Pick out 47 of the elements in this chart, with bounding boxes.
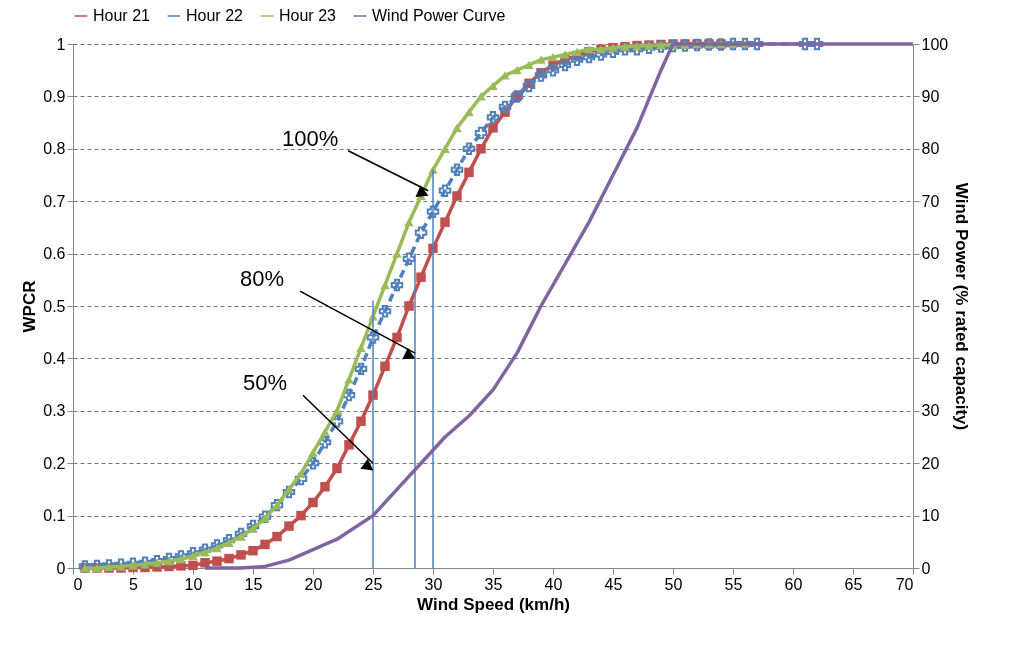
- y2-tick-label: 30: [921, 402, 940, 420]
- y2-tick-label: 80: [921, 140, 940, 158]
- x-tick-label: 20: [304, 575, 323, 593]
- x-tick-label: 60: [784, 575, 803, 593]
- annotation: 50%: [242, 370, 288, 396]
- x-tick-label: 65: [844, 575, 863, 593]
- y2-tick-label: 70: [921, 192, 940, 210]
- y2-tick-label: 20: [921, 454, 940, 472]
- y-tick-label: 1: [56, 35, 66, 53]
- y2-tick-label: 60: [921, 245, 940, 263]
- legend-label: Wind Power Curve: [372, 7, 506, 24]
- annotation: 100%: [282, 125, 339, 151]
- x-tick-label: 50: [664, 575, 683, 593]
- y-tick-label: 0: [56, 559, 66, 577]
- legend-label: Hour 22: [186, 7, 244, 24]
- y-tick-label: 0.5: [43, 297, 66, 315]
- x-axis-title: Wind Speed (km/h): [417, 594, 570, 614]
- y-tick-label: 0.7: [43, 192, 66, 210]
- legend-label: Hour 23: [279, 7, 337, 24]
- x-tick-label: 15: [244, 575, 263, 593]
- x-tick-label: 25: [364, 575, 383, 593]
- x-tick-label: 5: [129, 575, 139, 593]
- y-tick-label: 0.2: [43, 454, 66, 472]
- y-tick-label: 0.4: [43, 349, 66, 367]
- y-tick-label: 0.6: [43, 245, 66, 263]
- x-tick-label: 40: [544, 575, 563, 593]
- x-tick-label: 35: [484, 575, 503, 593]
- x-tick-label: 10: [184, 575, 203, 593]
- annotation: 80%: [239, 266, 285, 292]
- y-tick-label: 0.1: [43, 507, 66, 525]
- y2-tick-label: 50: [921, 297, 940, 315]
- y-axis-title: WPCR: [20, 280, 40, 333]
- y2-tick-label: 40: [921, 349, 940, 367]
- y2-tick-label: 0: [921, 559, 931, 577]
- x-tick-label: 30: [424, 575, 443, 593]
- legend-label: Hour 21: [93, 7, 151, 24]
- x-tick-label: 45: [604, 575, 623, 593]
- y-tick-label: 0.3: [43, 402, 66, 420]
- y-tick-label: 0.8: [43, 140, 66, 158]
- x-tick-label: 70: [895, 575, 914, 593]
- x-tick-label: 0: [73, 575, 83, 593]
- y-tick-label: 0.9: [43, 87, 66, 105]
- y2-tick-label: 100: [921, 35, 949, 53]
- y2-tick-label: 90: [921, 87, 940, 105]
- x-tick-label: 55: [724, 575, 743, 593]
- y2-tick-label: 10: [921, 507, 940, 525]
- y2-axis-title: Wind Power (% rated capacity): [952, 182, 972, 431]
